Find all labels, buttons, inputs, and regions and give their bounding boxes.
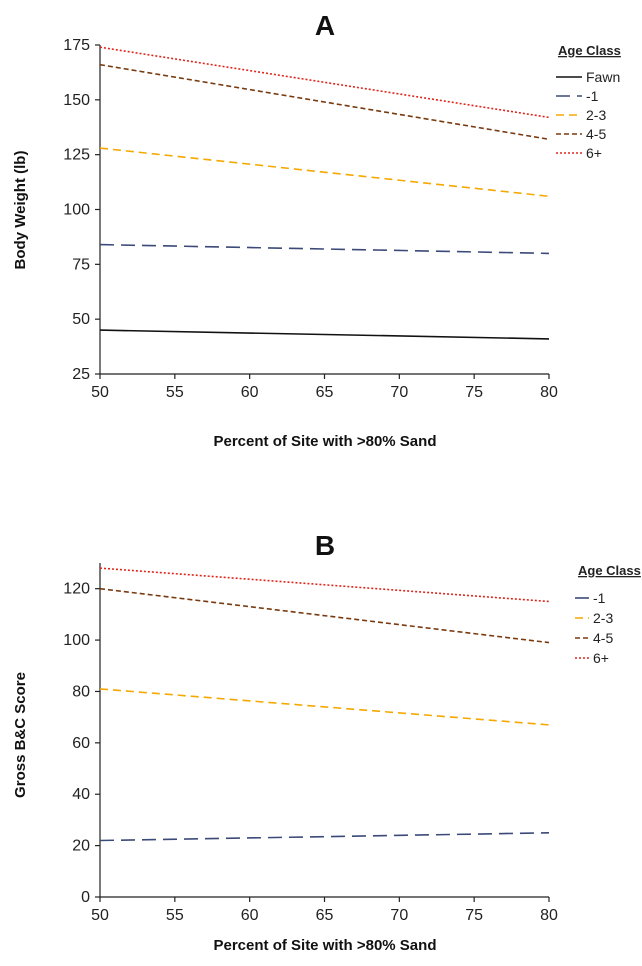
- panel-b-y-tick-label: 0: [81, 889, 90, 906]
- panel-a-y-tick-label: 25: [72, 366, 90, 383]
- panel-b-x-tick-label: 75: [465, 907, 483, 924]
- panel-a-y-tick-label: 175: [63, 37, 90, 54]
- panel-a-series-line-Fawn: [99, 329, 550, 340]
- panel-a-legend-label: 6+: [586, 145, 602, 161]
- panel-b-legend-label: -1: [593, 590, 606, 606]
- panel-b-x-tick-label: 50: [91, 907, 109, 924]
- panel-a-y-tick-label: 150: [63, 92, 90, 109]
- panel-a-series-line-2-3: [99, 147, 550, 198]
- panel-b-legend-label: 2-3: [593, 610, 613, 626]
- panel-a-y-tick-label: 75: [72, 256, 90, 273]
- panel-a-legend-label: -1: [586, 88, 599, 104]
- panel-b-x-tick-label: 60: [241, 907, 259, 924]
- panel-b-y-tick-label: 100: [63, 632, 90, 649]
- panel-b-series-line-4-5: [99, 587, 550, 644]
- panel-b-y-tick-label: 80: [72, 683, 90, 700]
- panel-b-legend-title: Age Class: [578, 563, 641, 578]
- panel-b-y-tick-label: 60: [72, 735, 90, 752]
- panel-b-y-axis-label: Gross B&C Score: [12, 672, 29, 798]
- panel-a-legend-label: 2-3: [586, 107, 606, 123]
- panel-b-x-tick-label: 55: [166, 907, 184, 924]
- panel-b-series-line--1: [99, 832, 550, 842]
- panel-a-x-tick-label: 75: [465, 384, 483, 401]
- panel-b-x-tick-label: 80: [540, 907, 558, 924]
- panel-b-series-line-6+: [99, 567, 550, 603]
- panel-a-series-line-4-5: [99, 63, 550, 141]
- panel-a-y-axis-label: Body Weight (lb): [12, 151, 29, 270]
- panel-a-y-tick-label: 50: [72, 311, 90, 328]
- panel-a-legend-label: Fawn: [586, 69, 620, 85]
- panel-b-legend-label: 4-5: [593, 630, 613, 646]
- panel-a-x-tick-label: 70: [390, 384, 408, 401]
- panel-a-title: A: [315, 10, 335, 41]
- panel-b-y-tick-label: 20: [72, 838, 90, 855]
- panel-a-legend-title: Age Class: [558, 43, 621, 58]
- panel-b-x-tick-label: 65: [316, 907, 334, 924]
- panel-a-x-axis-label: Percent of Site with >80% Sand: [214, 433, 437, 450]
- panel-a-y-tick-label: 125: [63, 147, 90, 164]
- panel-a-x-tick-label: 50: [91, 384, 109, 401]
- panel-b: B Gross B&C Score Percent of Site with >…: [12, 530, 641, 954]
- panel-b-legend-label: 6+: [593, 650, 609, 666]
- panel-b-y-tick-label: 120: [63, 581, 90, 598]
- panel-a-x-tick-label: 80: [540, 384, 558, 401]
- panel-b-y-tick-label: 40: [72, 786, 90, 803]
- panel-a-legend-label: 4-5: [586, 126, 606, 142]
- panel-b-x-tick-label: 70: [390, 907, 408, 924]
- panel-a-series-line--1: [99, 243, 550, 255]
- panel-a-x-tick-label: 65: [316, 384, 334, 401]
- panel-a-x-tick-label: 60: [241, 384, 259, 401]
- panel-b-series-line-2-3: [99, 688, 550, 726]
- panel-a-x-tick-label: 55: [166, 384, 184, 401]
- panel-a-y-tick-label: 100: [63, 202, 90, 219]
- panel-b-title: B: [315, 530, 335, 561]
- panel-b-x-axis-label: Percent of Site with >80% Sand: [214, 937, 437, 954]
- panel-a: A Body Weight (lb) Percent of Site with …: [12, 10, 621, 450]
- panel-a-series-line-6+: [99, 46, 550, 119]
